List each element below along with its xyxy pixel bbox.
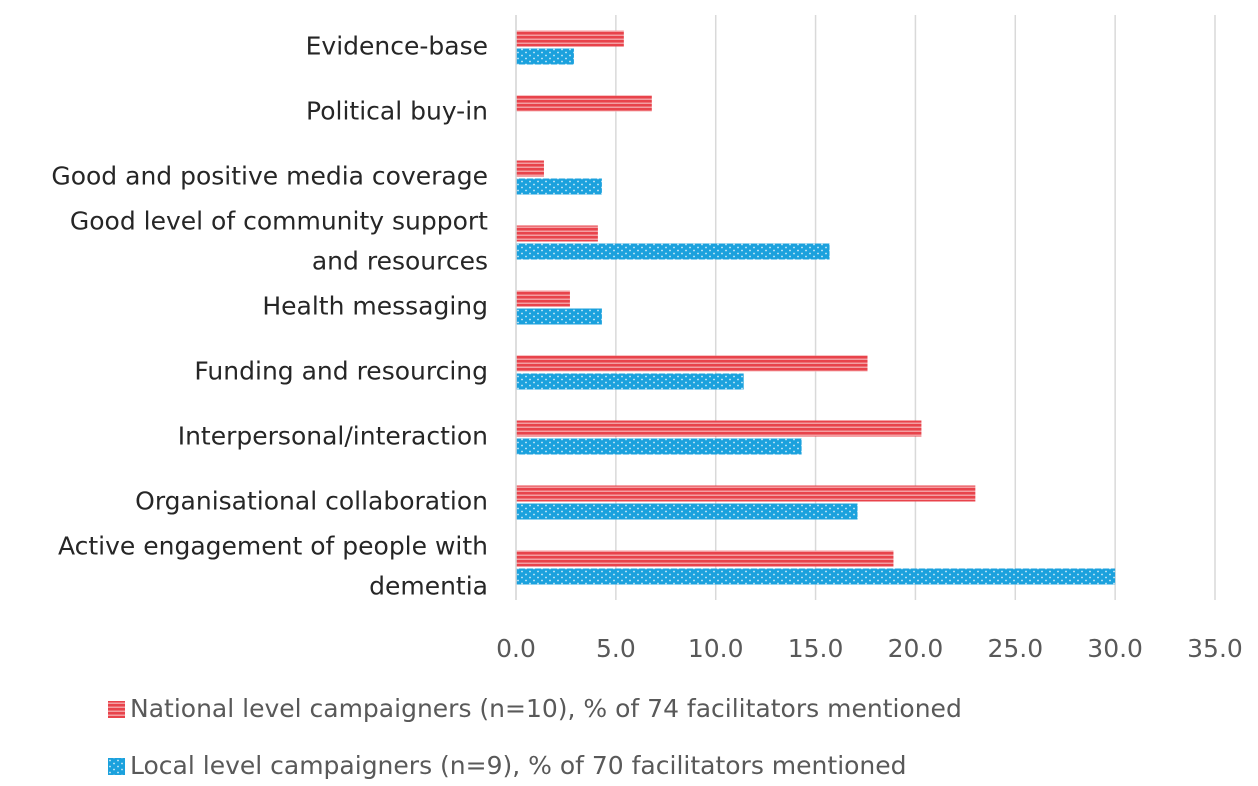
y-tick-label: Interpersonal/interaction: [178, 422, 488, 451]
bar: [516, 48, 574, 65]
y-tick-label: Good level of community support: [70, 207, 488, 236]
bar: [516, 355, 868, 372]
x-tick-label: 5.0: [596, 634, 636, 663]
x-tick-label: 20.0: [888, 634, 944, 663]
x-tick-label: 25.0: [987, 634, 1043, 663]
y-tick-label: Political buy-in: [306, 97, 488, 126]
bar: [516, 308, 602, 325]
bar: [516, 503, 858, 520]
bar: [516, 243, 830, 260]
y-tick-label: Health messaging: [262, 292, 488, 321]
bar: [516, 30, 624, 47]
bar: [516, 178, 602, 195]
x-tick-label: 30.0: [1087, 634, 1143, 663]
x-tick-label: 15.0: [788, 634, 844, 663]
x-tick-label: 0.0: [496, 634, 536, 663]
legend-swatch: [108, 701, 125, 718]
bar: [516, 550, 894, 567]
y-tick-label: Active engagement of people with: [58, 532, 488, 561]
legend-label: Local level campaigners (n=9), % of 70 f…: [130, 751, 907, 780]
bar: [516, 485, 976, 502]
x-tick-label: 10.0: [688, 634, 744, 663]
legend-label: National level campaigners (n=10), % of …: [130, 694, 962, 723]
y-tick-label: Good and positive media coverage: [51, 162, 488, 191]
bar: [516, 160, 544, 177]
bar: [516, 438, 802, 455]
y-tick-label: Evidence-base: [306, 32, 488, 61]
x-tick-label: 35.0: [1187, 634, 1243, 663]
legend-swatch: [108, 758, 125, 775]
bar: [516, 290, 570, 307]
y-tick-label: and resources: [312, 247, 488, 276]
y-tick-label: dementia: [369, 572, 488, 601]
y-tick-label: Organisational collaboration: [135, 487, 488, 516]
bar: [516, 568, 1116, 585]
bar: [516, 373, 744, 390]
bar: [516, 95, 652, 112]
bar: [516, 420, 922, 437]
bar: [516, 225, 598, 242]
y-tick-label: Funding and resourcing: [194, 357, 488, 386]
